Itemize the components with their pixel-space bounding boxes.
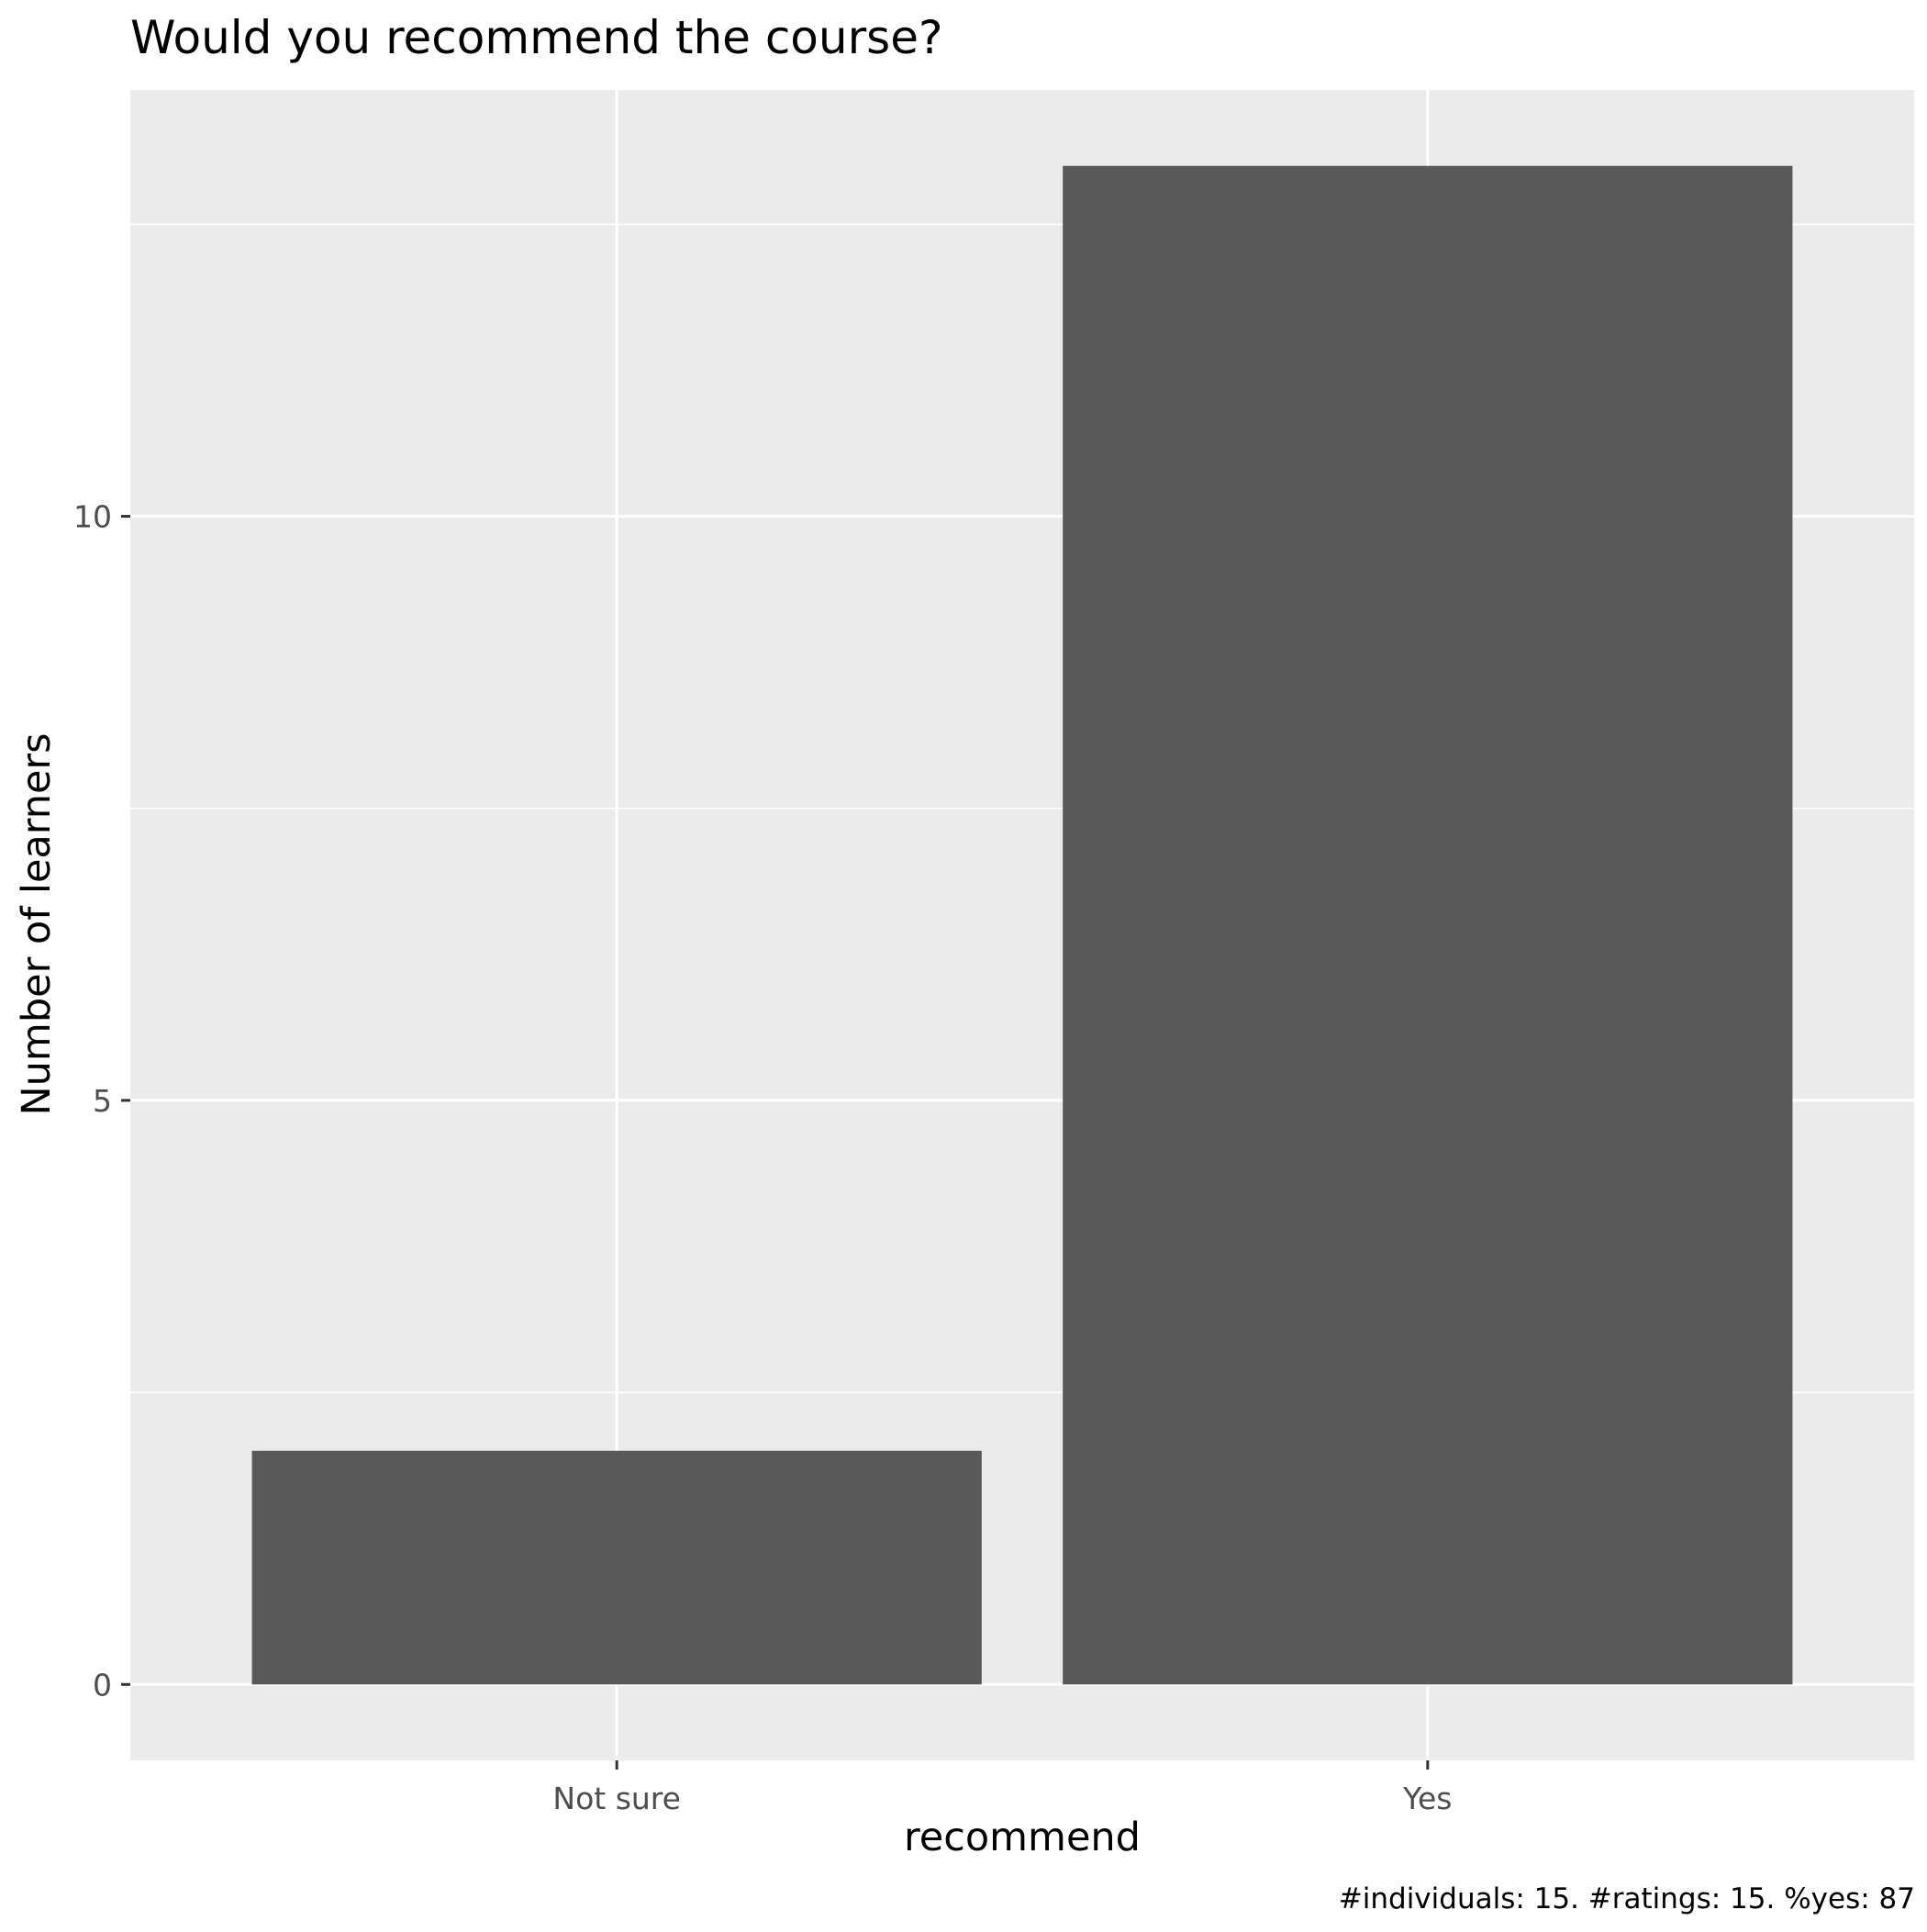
chart-title: Would you recommend the course? <box>130 11 943 64</box>
bars <box>251 165 1793 1685</box>
x-axis-title: recommend <box>904 1815 1141 1860</box>
x-tick-label: Yes <box>1402 1781 1452 1816</box>
bar-yes <box>1063 165 1793 1685</box>
bar-not-sure <box>251 1450 982 1685</box>
y-tick-label: 10 <box>73 499 112 535</box>
chart-caption: #individuals: 15. #ratings: 15. %yes: 87 <box>1339 1882 1915 1915</box>
y-tick-label: 5 <box>93 1083 112 1119</box>
y-axis-title: Number of learners <box>14 733 60 1116</box>
x-tick-label: Not sure <box>552 1781 681 1816</box>
axes: 0 5 10 Not sure Yes <box>73 499 1452 1816</box>
y-tick-label: 0 <box>93 1667 112 1703</box>
